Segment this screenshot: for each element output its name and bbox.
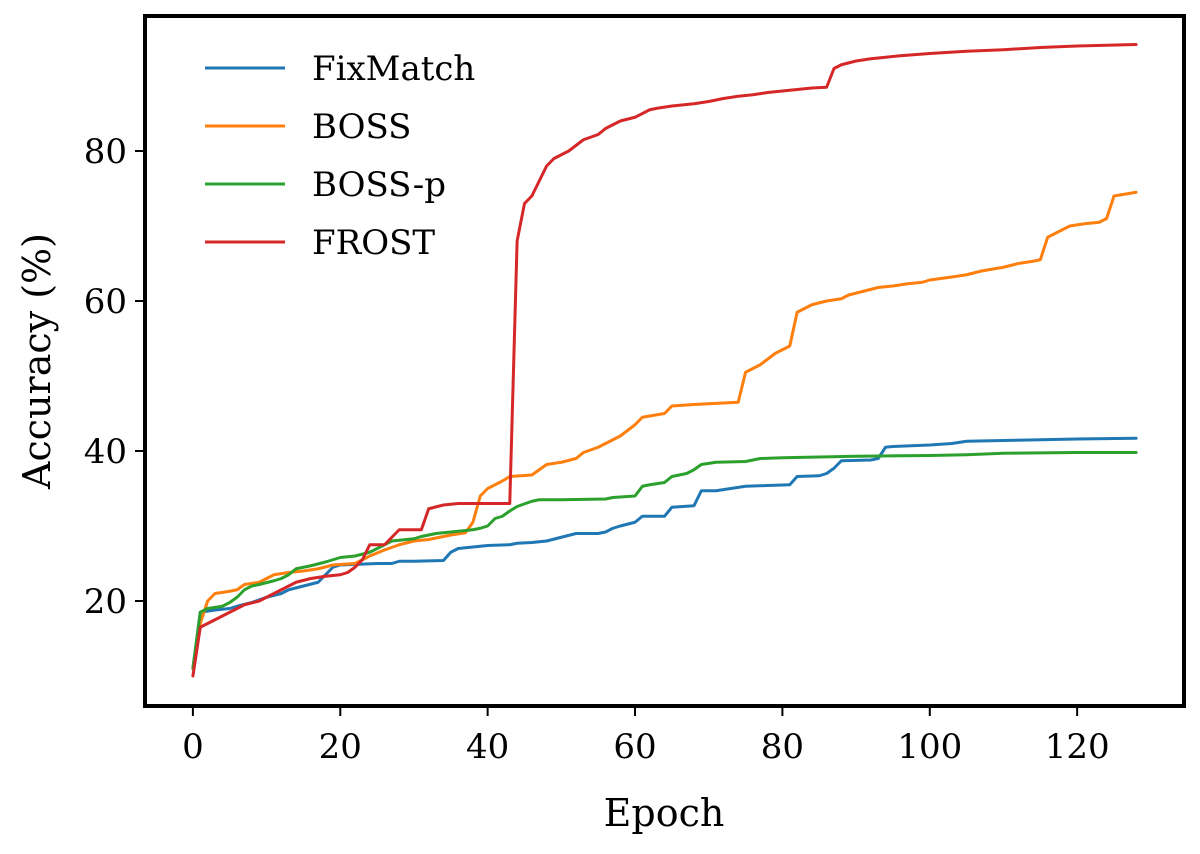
x-tick-label: 120 (1045, 727, 1110, 767)
x-tick-label: 100 (897, 727, 962, 767)
y-tick-label: 80 (84, 132, 127, 172)
x-tick-label: 20 (319, 727, 362, 767)
legend-label-frost: FROST (312, 223, 435, 263)
series-layer (191, 43, 1138, 678)
series-line-frost (191, 43, 1138, 678)
legend-label-fixmatch: FixMatch (312, 49, 475, 89)
y-axis: 20 40 60 80 (84, 132, 145, 622)
y-tick-label: 60 (84, 282, 127, 322)
y-tick-label: 40 (84, 432, 127, 472)
x-tick-label: 40 (466, 727, 509, 767)
series-line-boss (191, 190, 1138, 670)
series-line-boss-p (191, 451, 1138, 670)
legend-label-boss-p: BOSS-p (312, 165, 446, 205)
y-axis-title: Accuracy (%) (15, 233, 59, 490)
y-tick-label: 20 (84, 582, 127, 622)
x-tick-label: 60 (613, 727, 656, 767)
x-axis: 0 20 40 60 80 100 120 (182, 706, 1110, 767)
x-axis-title: Epoch (604, 791, 725, 835)
plot-frame (143, 14, 1186, 708)
x-tick-label: 80 (761, 727, 804, 767)
series-line-fixmatch (191, 436, 1138, 670)
x-tick-label: 0 (182, 727, 204, 767)
legend: FixMatch BOSS BOSS-p FROST (205, 49, 475, 263)
legend-label-boss: BOSS (312, 107, 411, 147)
